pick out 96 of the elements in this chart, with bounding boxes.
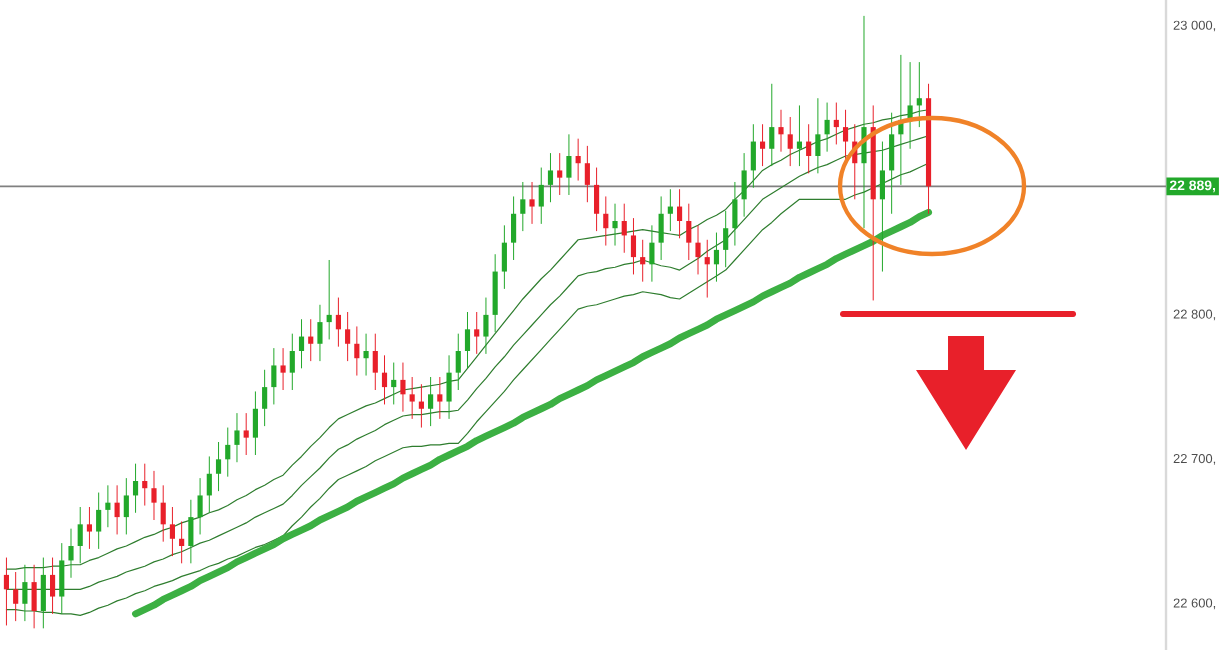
candlestick — [105, 484, 111, 528]
candlestick — [132, 463, 139, 514]
candlestick — [280, 347, 286, 391]
candlestick — [225, 427, 231, 478]
candlestick — [188, 499, 194, 564]
candlestick — [796, 104, 803, 167]
candlestick — [750, 123, 756, 189]
candlestick — [446, 354, 452, 420]
candlestick — [179, 520, 185, 564]
candlestick — [511, 195, 517, 261]
candlestick — [630, 217, 637, 275]
candlestick — [317, 304, 323, 362]
candlestick — [584, 145, 590, 203]
candlestick — [594, 167, 600, 232]
candlestick — [667, 188, 673, 232]
candlestick — [215, 441, 222, 492]
candlestick — [381, 354, 388, 405]
candlestick — [31, 564, 37, 629]
candlestick — [723, 210, 729, 268]
candlestick — [741, 152, 747, 218]
candlestick — [22, 564, 28, 622]
candlestick — [271, 347, 277, 405]
candlestick — [169, 506, 176, 557]
candlestick — [262, 369, 268, 427]
candlestick — [428, 376, 434, 427]
candlestick — [391, 362, 397, 405]
candlestick — [713, 232, 720, 283]
candlestick — [704, 239, 710, 299]
candlestick — [557, 152, 563, 196]
candlestick — [298, 318, 305, 369]
candlestick — [538, 167, 544, 225]
candlestick — [474, 311, 480, 355]
candlestick — [345, 311, 351, 362]
candlestick — [308, 318, 314, 362]
candlestick — [86, 506, 93, 550]
candlestick — [575, 138, 581, 182]
candlestick — [123, 477, 129, 535]
candlestick — [68, 528, 74, 579]
candlestick — [142, 463, 148, 507]
candlestick — [252, 390, 258, 456]
candlestick — [483, 297, 489, 355]
candlestick — [612, 203, 618, 247]
candlestick — [372, 333, 378, 391]
candlestick — [96, 492, 102, 550]
candlestick — [455, 333, 461, 391]
candlestick — [676, 188, 683, 239]
candlestick — [13, 571, 19, 622]
candlestick — [759, 123, 766, 167]
candlestick — [824, 102, 830, 153]
candlestick — [861, 15, 867, 229]
candlestick — [916, 61, 922, 128]
candlestick — [243, 412, 249, 456]
candlestick — [3, 557, 10, 626]
candlestick — [501, 224, 507, 290]
candlestick — [492, 253, 498, 333]
candlestick — [464, 311, 471, 369]
candlestick — [400, 362, 406, 413]
candlestick — [806, 123, 812, 174]
candlestick — [833, 102, 839, 145]
candlestick — [151, 470, 157, 521]
candlestick — [640, 239, 646, 283]
candlestick — [529, 181, 535, 225]
candlestick — [418, 383, 424, 429]
candlestick — [354, 325, 360, 377]
candlestick — [649, 224, 655, 283]
candlestick — [695, 224, 701, 275]
candlestick — [437, 376, 443, 420]
candlestick — [363, 333, 369, 377]
candlestick — [842, 109, 849, 160]
candlestick — [49, 557, 56, 615]
candlestick — [59, 542, 65, 615]
candlestick — [520, 181, 526, 232]
candlestick — [206, 455, 212, 514]
candlestick — [409, 376, 415, 420]
candlestick — [686, 203, 692, 261]
candlestick — [778, 109, 784, 153]
candlestick — [787, 116, 793, 167]
candlestick — [234, 412, 240, 463]
candlestick — [815, 97, 821, 174]
candlestick — [603, 195, 609, 247]
candlestick — [326, 259, 332, 340]
candlestick — [879, 141, 886, 273]
candlestick — [566, 133, 572, 196]
candlestick — [160, 484, 166, 543]
candlestick — [335, 297, 341, 348]
candlestick — [289, 333, 295, 391]
candlestick — [197, 477, 203, 535]
candlestick — [77, 506, 83, 564]
candlestick — [40, 557, 46, 629]
candlestick — [114, 484, 120, 535]
candlestick — [547, 152, 554, 203]
candlestick — [889, 112, 895, 215]
candlestick — [769, 83, 775, 167]
candlestick — [621, 203, 627, 254]
candlestick — [658, 195, 664, 261]
candlestick — [732, 181, 738, 247]
